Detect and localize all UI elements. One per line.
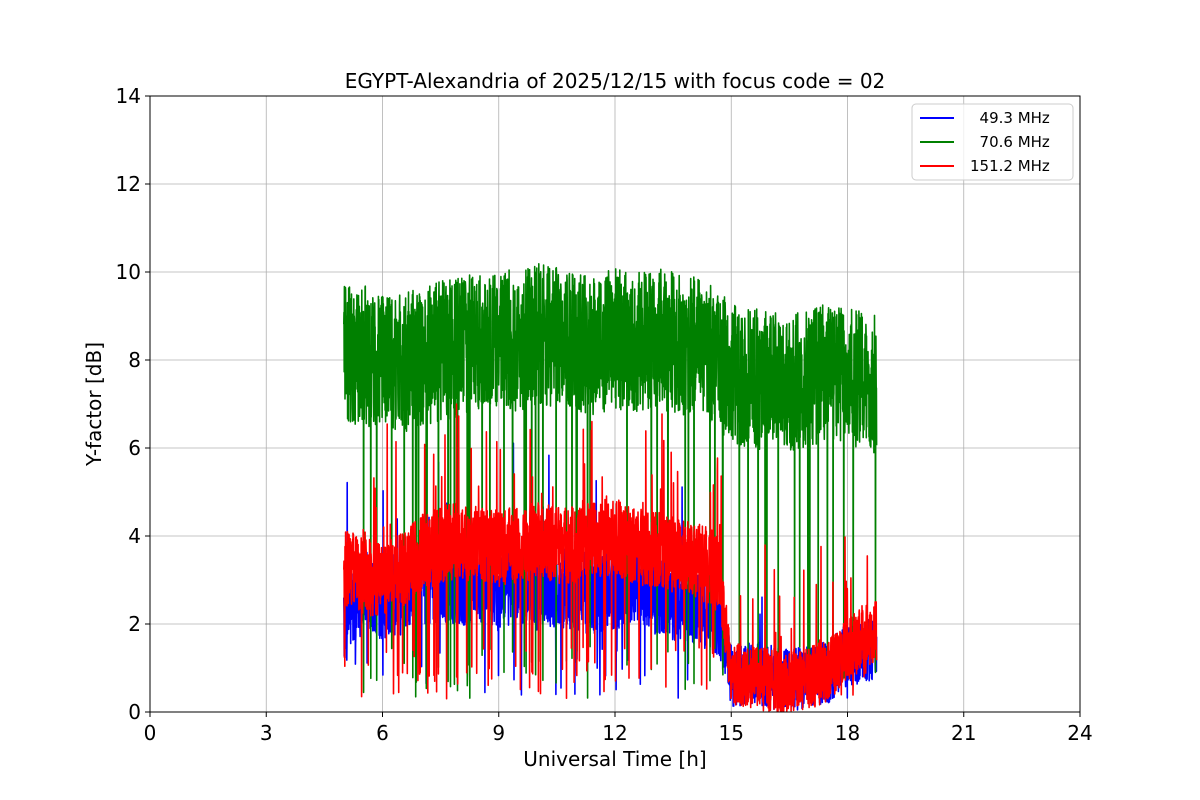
y-tick-label: 12	[116, 172, 141, 196]
series-line-1	[343, 263, 878, 699]
y-tick-label: 6	[128, 436, 141, 460]
x-tick-label: 24	[1067, 721, 1092, 745]
y-tick-label: 10	[116, 260, 141, 284]
x-axis-label: Universal Time [h]	[523, 747, 706, 771]
legend: 49.3 MHz 70.6 MHz 151.2 MHz	[911, 103, 1074, 181]
legend-label-2: 151.2 MHz	[970, 157, 1050, 175]
y-axis-label: Y-factor [dB]	[82, 342, 106, 467]
legend-items: 49.3 MHz 70.6 MHz 151.2 MHz	[920, 109, 1050, 175]
series-line-2	[343, 403, 878, 712]
x-tick-label: 15	[719, 721, 744, 745]
legend-box	[911, 103, 1074, 181]
plot-series	[343, 263, 878, 712]
x-tick-label: 12	[602, 721, 627, 745]
y-tick-label: 14	[116, 84, 141, 108]
x-tick-label: 3	[260, 721, 273, 745]
x-tick-label: 9	[492, 721, 505, 745]
y-tick-label: 4	[128, 524, 141, 548]
y-tick-label: 2	[128, 612, 141, 636]
y-tick-label: 8	[128, 348, 141, 372]
legend-label-1: 70.6 MHz	[970, 133, 1050, 151]
x-tick-label: 18	[835, 721, 860, 745]
x-tick-label: 21	[951, 721, 976, 745]
x-tick-label: 0	[144, 721, 157, 745]
x-tick-label: 6	[376, 721, 389, 745]
y-tick-label: 0	[128, 700, 141, 724]
chart-title: EGYPT-Alexandria of 2025/12/15 with focu…	[345, 69, 886, 93]
legend-label-0: 49.3 MHz	[970, 109, 1050, 127]
